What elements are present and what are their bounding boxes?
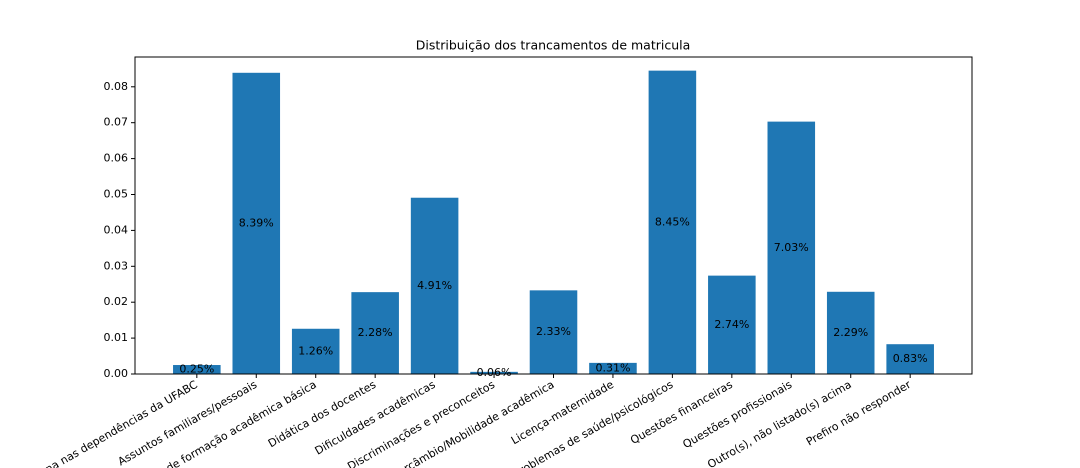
bar — [291, 328, 340, 374]
bar — [708, 275, 756, 374]
value-label: 8.39% — [239, 216, 274, 229]
bar — [232, 72, 281, 375]
value-label: 0.06% — [477, 366, 512, 379]
bar — [589, 362, 637, 374]
value-label: 7.03% — [774, 241, 809, 254]
bar — [767, 121, 816, 375]
y-tick-label: 0.06 — [104, 152, 129, 165]
y-tick-label: 0.03 — [104, 259, 129, 272]
y-tick-label: 0.00 — [104, 367, 129, 380]
value-label: 0.31% — [595, 361, 630, 374]
value-label: 2.74% — [714, 318, 749, 331]
bar — [351, 292, 399, 374]
x-tick-label: Questões profissionais — [681, 378, 795, 451]
x-tick-label: Didática dos docentes — [266, 378, 379, 450]
y-tick-label: 0.04 — [104, 223, 129, 236]
bar — [410, 197, 459, 374]
bar — [470, 371, 518, 374]
x-tick-label: Questões financeiras — [628, 378, 735, 447]
y-tick-label: 0.07 — [104, 116, 129, 129]
value-label: 2.33% — [536, 325, 571, 338]
plot-frame — [134, 56, 973, 375]
value-label: 0.25% — [179, 363, 214, 376]
bar — [529, 290, 578, 374]
y-tick-label: 0.08 — [104, 80, 129, 93]
value-label: 0.83% — [893, 352, 928, 365]
bar — [886, 344, 934, 374]
value-label: 1.26% — [298, 344, 333, 357]
x-tick-label: Licença-maternidade — [509, 378, 616, 447]
y-tick-label: 0.05 — [104, 187, 129, 200]
chart-title: Distribuição dos trancamentos de matricu… — [416, 38, 691, 53]
value-label: 2.29% — [833, 326, 868, 339]
y-tick-label: 0.01 — [104, 331, 129, 344]
value-label: 4.91% — [417, 279, 452, 292]
bar — [648, 70, 697, 375]
x-tick-label: Prefiro não responder — [804, 378, 914, 449]
value-label: 2.28% — [358, 326, 393, 339]
value-label: 8.45% — [655, 215, 690, 228]
bar — [826, 291, 875, 374]
y-tick-label: 0.02 — [104, 295, 129, 308]
bar — [173, 365, 221, 374]
